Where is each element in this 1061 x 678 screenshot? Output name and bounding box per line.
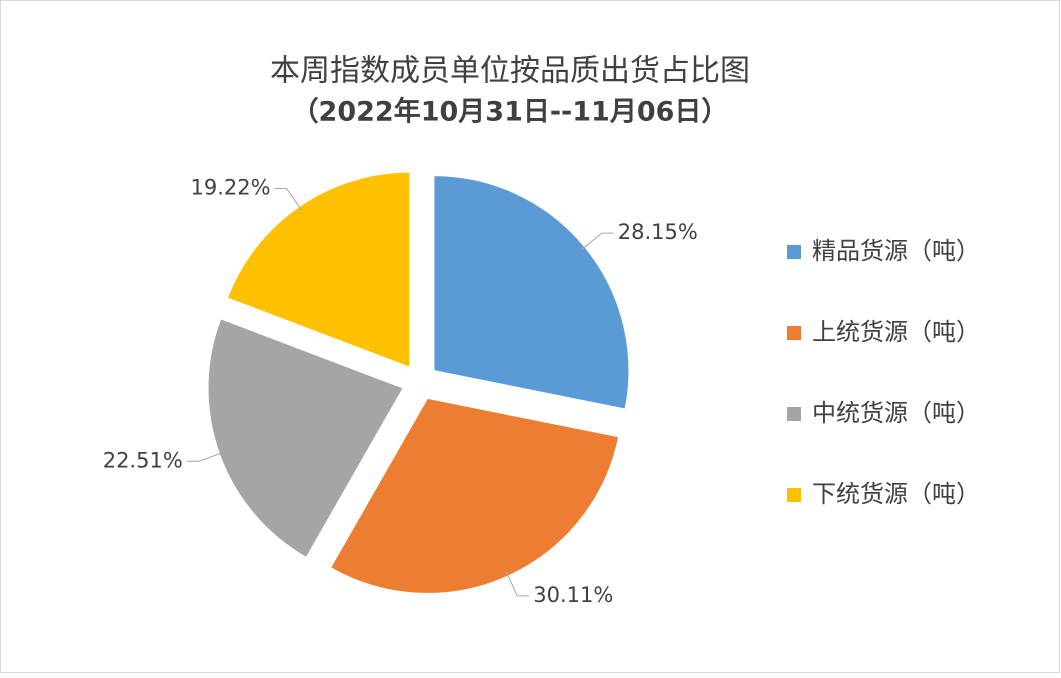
legend-label: 中统货源（吨） [812, 399, 980, 427]
leader-line [274, 188, 302, 211]
data-label: 22.51% [103, 448, 183, 472]
chart-title: 本周指数成员单位按品质出货占比图 [270, 54, 750, 89]
legend-swatch [787, 488, 801, 502]
data-label: 28.15% [618, 220, 698, 244]
legend-swatch [787, 326, 801, 340]
leader-line [186, 452, 224, 462]
legend-swatch [787, 407, 801, 421]
leader-line [506, 572, 530, 597]
legend-label: 下统货源（吨） [812, 480, 980, 508]
legend-swatch [787, 245, 801, 259]
legend-label: 精品货源（吨） [812, 237, 980, 265]
chart-subtitle: （2022年10月31日--11月06日） [292, 96, 729, 128]
legend-label: 上统货源（吨） [812, 318, 980, 346]
data-label: 30.11% [533, 583, 613, 607]
leader-line [581, 232, 614, 250]
data-label: 19.22% [190, 176, 270, 200]
